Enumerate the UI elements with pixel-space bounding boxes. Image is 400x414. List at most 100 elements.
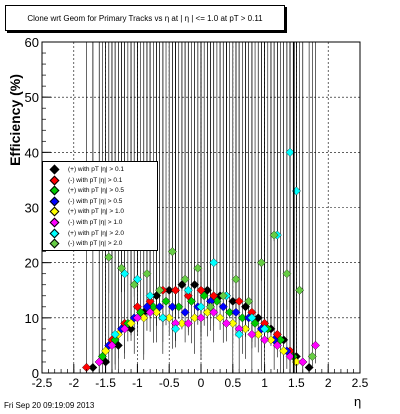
legend-label: (+) with pT |η| > 2.0 xyxy=(68,229,125,237)
y-tick-label: 20 xyxy=(25,256,39,271)
data-point xyxy=(247,329,257,339)
data-point xyxy=(167,302,177,312)
data-point xyxy=(199,291,209,301)
data-point xyxy=(180,307,190,317)
legend-label: (-) with pT |η| > 0.5 xyxy=(68,197,123,205)
data-point xyxy=(244,296,254,306)
data-point xyxy=(295,285,305,295)
data-point xyxy=(186,296,196,306)
y-tick-label: 10 xyxy=(25,311,39,326)
data-point xyxy=(206,302,216,312)
data-point xyxy=(218,302,228,312)
legend-marker-icon xyxy=(49,238,60,249)
legend-label: (+) with pT |η| > 1.0 xyxy=(68,208,125,216)
x-tick-label: 1 xyxy=(261,376,268,390)
y-tick-label: 30 xyxy=(25,201,39,216)
data-point xyxy=(120,324,130,334)
legend-entry: (+) with pT |η| > 2.0 xyxy=(49,228,125,239)
data-point xyxy=(190,280,200,290)
legend-entry: (+) with pT |η| > 1.0 xyxy=(49,206,125,217)
data-point xyxy=(237,313,247,323)
data-point xyxy=(132,313,142,323)
data-point xyxy=(231,307,241,317)
legend-entry: (-) with pT |η| > 2.0 xyxy=(49,238,122,249)
x-tick-label: 0 xyxy=(198,376,205,390)
data-point xyxy=(193,263,203,273)
y-tick-label: 60 xyxy=(25,35,39,50)
error-bars xyxy=(86,42,316,373)
data-point xyxy=(183,318,193,328)
data-point xyxy=(298,357,308,367)
legend-entry: (-) with pT |η| > 1.0 xyxy=(49,217,122,228)
legend-marker-icon xyxy=(49,175,60,186)
data-point xyxy=(110,335,120,345)
data-point xyxy=(164,285,174,295)
x-tick-label: 2 xyxy=(325,376,332,390)
x-tick-label: -1.5 xyxy=(95,376,116,390)
data-point xyxy=(177,280,187,290)
data-point xyxy=(196,302,206,312)
data-point xyxy=(282,269,292,279)
data-point xyxy=(148,302,158,312)
data-point xyxy=(117,263,126,273)
data-point xyxy=(161,296,171,306)
data-point xyxy=(171,285,181,295)
data-point xyxy=(139,313,149,323)
data-point xyxy=(180,274,190,284)
data-point xyxy=(231,274,241,284)
data-point xyxy=(97,351,107,361)
legend-label: (-) with pT |η| > 0.1 xyxy=(68,176,123,184)
x-tick-label: -1 xyxy=(132,376,143,390)
data-point xyxy=(260,335,270,345)
data-point xyxy=(228,296,238,306)
data-point xyxy=(183,285,193,295)
legend-marker-icon xyxy=(49,196,60,207)
legend-marker-icon xyxy=(49,228,60,239)
data-point xyxy=(228,318,238,328)
data-point xyxy=(145,291,155,301)
x-axis-label: η xyxy=(354,394,361,409)
timestamp-footer: Fri Sep 20 09:19:09 2013 xyxy=(4,401,95,410)
data-point xyxy=(196,313,206,323)
data-point xyxy=(110,329,120,339)
data-point xyxy=(132,274,142,284)
data-point xyxy=(155,285,165,295)
data-point xyxy=(269,230,279,240)
data-point xyxy=(202,285,212,295)
data-point xyxy=(247,313,257,323)
legend-marker-icon xyxy=(49,185,60,196)
data-point xyxy=(196,285,206,295)
data-point xyxy=(209,307,219,317)
data-point xyxy=(241,324,251,334)
data-point xyxy=(177,318,187,328)
y-axis-label: Efficiency (%) xyxy=(7,74,23,166)
data-point xyxy=(256,258,266,268)
data-point xyxy=(266,335,276,345)
data-point xyxy=(285,147,295,157)
legend-entry: (+) with pT |η| > 0.5 xyxy=(49,185,124,196)
data-point xyxy=(142,269,152,279)
data-point xyxy=(310,340,320,350)
data-point xyxy=(113,340,123,350)
data-point xyxy=(209,291,219,301)
data-point xyxy=(171,324,181,334)
data-point xyxy=(132,302,142,312)
data-point xyxy=(126,318,136,328)
data-point xyxy=(253,329,263,339)
chart-title: Clone wrt Geom for Primary Tracks vs η a… xyxy=(5,5,285,31)
legend-marker-icon xyxy=(49,206,60,217)
x-tick-label: -0.5 xyxy=(159,376,180,390)
data-point xyxy=(164,313,174,323)
data-point xyxy=(234,329,244,339)
data-point xyxy=(129,280,139,290)
y-tick-label: 50 xyxy=(25,90,39,105)
data-point xyxy=(241,302,251,312)
data-point xyxy=(209,258,219,268)
data-point xyxy=(285,351,295,361)
legend-entry: (+) with pT |η| > 0.1 xyxy=(49,164,124,175)
data-point xyxy=(142,302,152,312)
data-point xyxy=(183,291,193,301)
data-point xyxy=(145,307,155,317)
legend-entry: (-) with pT |η| > 0.1 xyxy=(49,175,123,186)
